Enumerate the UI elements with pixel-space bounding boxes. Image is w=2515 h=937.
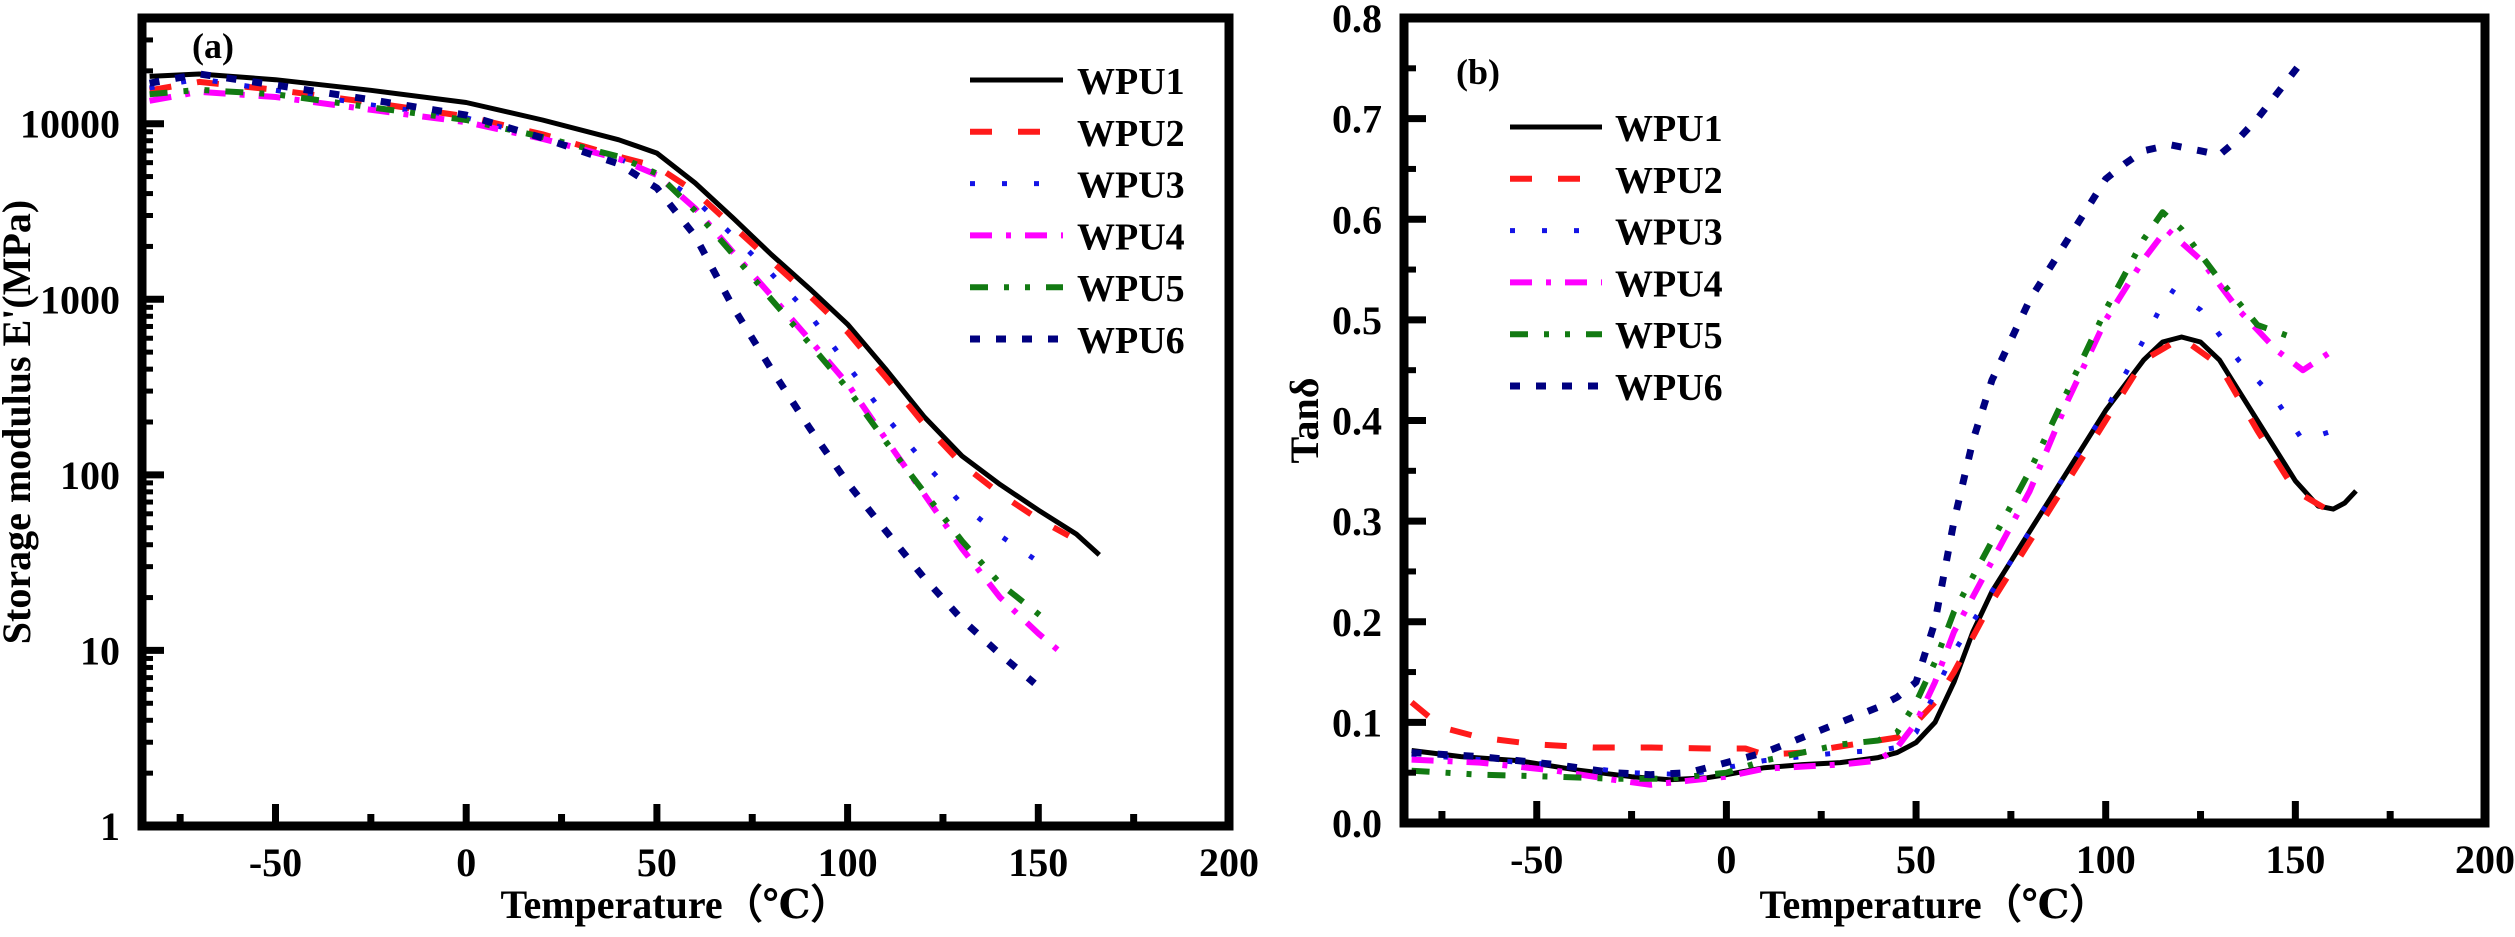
x-tick-label: 150 <box>1008 840 1068 885</box>
y-tick-label: 100 <box>60 453 120 498</box>
legend-label: WPU6 <box>1615 367 1723 409</box>
legend-item-wpu1: WPU1 <box>970 61 1185 103</box>
y-tick-label: 1000 <box>40 277 120 322</box>
y-tick-label: 0.6 <box>1332 197 1382 242</box>
panel-b-y-tick-labels: 0.0 0.1 0.2 0.3 0.4 0.5 0.6 0.7 0.8 <box>1332 0 1382 846</box>
panel-b-x-tick-labels: -50 0 50 100 150 200 <box>1510 837 2515 882</box>
legend-label: WPU1 <box>1615 108 1723 150</box>
legend-label: WPU2 <box>1615 160 1723 202</box>
x-tick-label: 0 <box>456 840 476 885</box>
panel-a-plot-frame <box>137 13 1234 831</box>
y-tick-label: 0.8 <box>1332 0 1382 41</box>
series-line-wpu2 <box>1409 335 2335 758</box>
panel-a-series <box>148 70 1101 686</box>
panel-b-legend: WPU1 WPU2 WPU3 WPU4 WPU5 WPU6 <box>1510 108 1723 409</box>
panel-b-ticks <box>1404 65 2394 823</box>
y-tick-label: 1 <box>100 804 120 849</box>
x-tick-label: 100 <box>818 840 878 885</box>
y-tick-label: 0.1 <box>1332 700 1382 745</box>
panel-b-tan-delta: -50 0 50 100 150 200 0.0 0.1 0.2 0.3 0.4 0.5 0.6 0.7… <box>1282 0 2515 927</box>
series-line-wpu5 <box>1411 209 2301 782</box>
legend-item-wpu5: WPU5 <box>970 268 1185 310</box>
x-tick-label: 150 <box>2265 837 2325 882</box>
y-tick-label: 0.2 <box>1332 600 1382 645</box>
legend-label: WPU6 <box>1077 320 1185 362</box>
panel-a-ticks <box>142 37 1138 826</box>
series-line-wpu5 <box>149 86 1044 620</box>
series-line-wpu4 <box>1411 226 2335 788</box>
series-line-wpu2 <box>149 78 1071 539</box>
x-tick-label: 100 <box>2076 837 2136 882</box>
y-tick-label: 0.5 <box>1332 298 1382 343</box>
y-tick-label: 0.0 <box>1332 801 1382 846</box>
legend-label: WPU5 <box>1615 315 1723 357</box>
x-tick-label: 0 <box>1716 837 1736 882</box>
y-tick-label: 0.3 <box>1332 499 1382 544</box>
legend-item-wpu4: WPU4 <box>1510 263 1723 305</box>
legend-item-wpu2: WPU2 <box>1510 160 1723 202</box>
legend-item-wpu6: WPU6 <box>970 320 1185 362</box>
y-tick-label: 0.7 <box>1332 97 1382 142</box>
legend-item-wpu3: WPU3 <box>1510 212 1723 254</box>
series-line-wpu1 <box>149 71 1101 557</box>
legend-item-wpu2: WPU2 <box>970 113 1185 155</box>
legend-item-wpu5: WPU5 <box>1510 315 1723 357</box>
panel-a-x-axis-title: Temperature（℃） <box>500 882 850 927</box>
series-line-wpu3 <box>1411 287 2335 778</box>
legend-label: WPU4 <box>1615 263 1723 305</box>
legend-label: WPU2 <box>1077 113 1185 155</box>
panel-a-y-axis-title: Storage modulus E'(MPa) <box>0 200 39 644</box>
series-line-wpu4 <box>149 88 1067 659</box>
legend-item-wpu6: WPU6 <box>1510 367 1723 409</box>
y-tick-label: 10 <box>80 628 120 673</box>
legend-label: WPU5 <box>1077 268 1185 310</box>
legend-label: WPU3 <box>1615 212 1723 254</box>
panel-a-label: (a) <box>192 26 234 66</box>
x-tick-label: 200 <box>2455 837 2515 882</box>
y-tick-label: 10000 <box>20 102 120 147</box>
series-line-wpu1 <box>1411 334 2358 783</box>
panel-a-storage-modulus: -50 0 50 100 150 200 1 10 100 1000 10000 (a) Temp… <box>0 13 1259 927</box>
panel-a-x-tick-labels: -50 0 50 100 150 200 <box>249 840 1259 885</box>
legend-item-wpu1: WPU1 <box>1510 108 1723 150</box>
panel-b-series <box>1409 63 2358 788</box>
x-tick-label: 200 <box>1199 840 1259 885</box>
series-line-wpu6 <box>1411 63 2302 779</box>
y-tick-label: 0.4 <box>1332 399 1382 444</box>
panel-a-legend: WPU1 WPU2 WPU3 WPU4 WPU5 WPU6 <box>970 61 1185 362</box>
x-tick-label: 50 <box>637 840 677 885</box>
x-tick-label: -50 <box>1510 837 1563 882</box>
panel-a-y-tick-labels: 1 10 100 1000 10000 <box>20 102 120 849</box>
legend-label: WPU1 <box>1077 61 1185 103</box>
x-tick-label: -50 <box>249 840 302 885</box>
x-tick-label: 50 <box>1896 837 1936 882</box>
panel-b-x-axis-title: Temperature（℃） <box>1759 882 2109 927</box>
legend-label: WPU4 <box>1077 216 1185 258</box>
panel-b-label: (b) <box>1456 52 1500 92</box>
series-line-wpu6 <box>148 70 1037 686</box>
panel-b-y-axis-title: Tanδ <box>1282 377 1327 463</box>
legend-item-wpu4: WPU4 <box>970 216 1185 258</box>
legend-label: WPU3 <box>1077 165 1185 207</box>
legend-item-wpu3: WPU3 <box>970 165 1185 207</box>
